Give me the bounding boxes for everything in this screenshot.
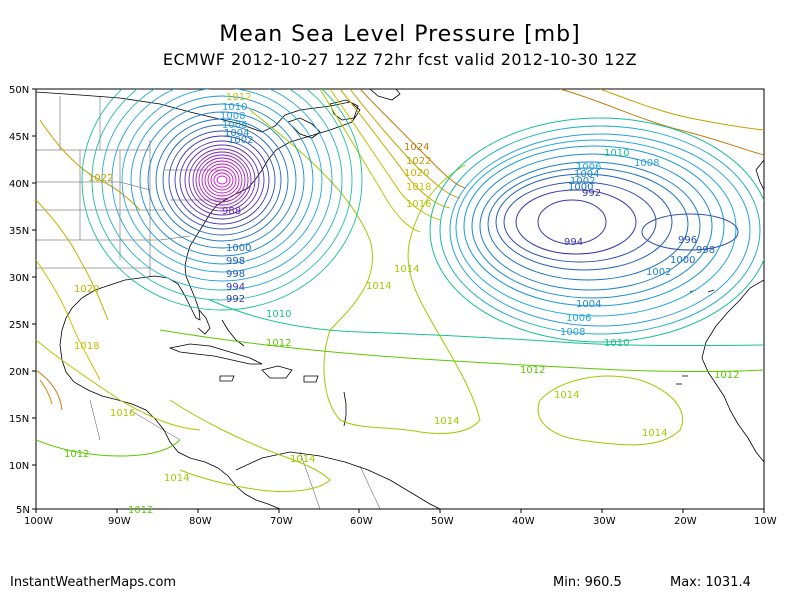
contour-label: 992 [582, 188, 601, 199]
contour-label: 1014 [434, 416, 459, 427]
contour-label: 1020 [74, 284, 99, 295]
lon-label: 100W [24, 516, 53, 527]
min-value: Min: 960.5 [553, 575, 622, 590]
contour-label: 1008 [220, 111, 245, 122]
contour-label: 1000 [568, 182, 593, 193]
lon-label: 40W [512, 516, 535, 527]
contour-label: 998 [226, 256, 245, 267]
lat-label: 5N [16, 505, 30, 516]
contour-label: 996 [678, 235, 697, 246]
contour-label: 1004 [576, 299, 601, 310]
contour-label: 1014 [290, 454, 315, 465]
lon-label: 80W [189, 516, 212, 527]
contour-label: 1012 [714, 370, 739, 381]
contour-label: 1018 [406, 182, 431, 193]
contour-label: 1012 [226, 92, 251, 103]
contour-label: 1002 [228, 135, 253, 146]
contour-label: 1014 [394, 264, 419, 275]
contour-label: 1000 [226, 243, 251, 254]
contour-label: 1000 [670, 255, 695, 266]
lon-ticks [35, 509, 765, 513]
contour-label: 1022 [406, 156, 431, 167]
lon-label: 30W [593, 516, 616, 527]
contour-label: 1014 [164, 473, 189, 484]
contour-label: 1006 [566, 313, 591, 324]
contour-label: 1012 [128, 505, 153, 516]
contour-label: 1010 [222, 102, 247, 113]
lon-label: 70W [270, 516, 293, 527]
chart-subtitle: ECMWF 2012-10-27 12Z 72hr fcst valid 201… [162, 50, 638, 69]
contour-label: 1014 [642, 428, 667, 439]
isobars-sandy [81, 89, 363, 311]
contour-label: 1012 [520, 365, 545, 376]
max-value: Max: 1031.4 [670, 575, 751, 590]
contour-label: 1002 [646, 267, 671, 278]
contour-label: 998 [696, 245, 715, 256]
contour-label: 1024 [404, 142, 429, 153]
contour-label: 1004 [574, 169, 599, 180]
contour-label: 1010 [604, 148, 629, 159]
contour-label: 1018 [74, 341, 99, 352]
lon-label: 50W [431, 516, 454, 527]
lon-label: 10W [754, 516, 777, 527]
isobars-atlantic-low [429, 117, 764, 343]
contour-label: 1006 [576, 162, 601, 173]
map-frame [35, 88, 765, 510]
contour-label: 1010 [266, 309, 291, 320]
contour-label: 1008 [560, 327, 585, 338]
lat-label: 20N [9, 367, 29, 378]
lat-label: 25N [9, 320, 29, 331]
isobars-high [36, 89, 764, 431]
contour-label: 1014 [366, 281, 391, 292]
lat-label: 10N [9, 461, 29, 472]
contour-label: 992 [226, 294, 245, 305]
contour-label: 1014 [554, 390, 579, 401]
contour-label: 1022 [88, 173, 113, 184]
isobars-mid [36, 109, 764, 493]
contour-label: 1006 [222, 120, 247, 131]
lon-label: 20W [674, 516, 697, 527]
contour-labels: 1012 1010 1008 1006 1004 1002 1000 998 9… [64, 92, 739, 516]
contour-label: 1004 [224, 128, 249, 139]
contour-label: 1010 [604, 338, 629, 349]
contour-label: 988 [222, 206, 241, 217]
contour-label: 1012 [64, 449, 89, 460]
lat-label: 50N [9, 85, 29, 96]
chart-title: Mean Sea Level Pressure [mb] [219, 22, 581, 47]
contour-label: 998 [226, 269, 245, 280]
contour-label: 1016 [110, 408, 135, 419]
lat-labels: 50N 45N 40N 35N 30N 25N 20N 15N 10N 5N [9, 85, 30, 516]
lat-label: 15N [9, 414, 29, 425]
lat-label: 40N [9, 179, 29, 190]
contour-label: 1016 [406, 199, 431, 210]
lon-label: 90W [108, 516, 131, 527]
contour-label: 1012 [266, 338, 291, 349]
lon-label: 60W [350, 516, 373, 527]
lon-labels: 100W 90W 80W 70W 60W 50W 40W 30W 20W 10W [24, 516, 777, 527]
contour-label: 994 [564, 237, 583, 248]
contour-label: 1020 [404, 168, 429, 179]
lat-label: 45N [9, 132, 29, 143]
contour-label: 1008 [634, 158, 659, 169]
lat-label: 35N [9, 226, 29, 237]
lat-ticks [32, 88, 36, 510]
site-credit: InstantWeatherMaps.com [10, 575, 177, 590]
contour-label: 994 [226, 282, 245, 293]
lat-label: 30N [9, 273, 29, 284]
contour-label: 1002 [570, 176, 595, 187]
